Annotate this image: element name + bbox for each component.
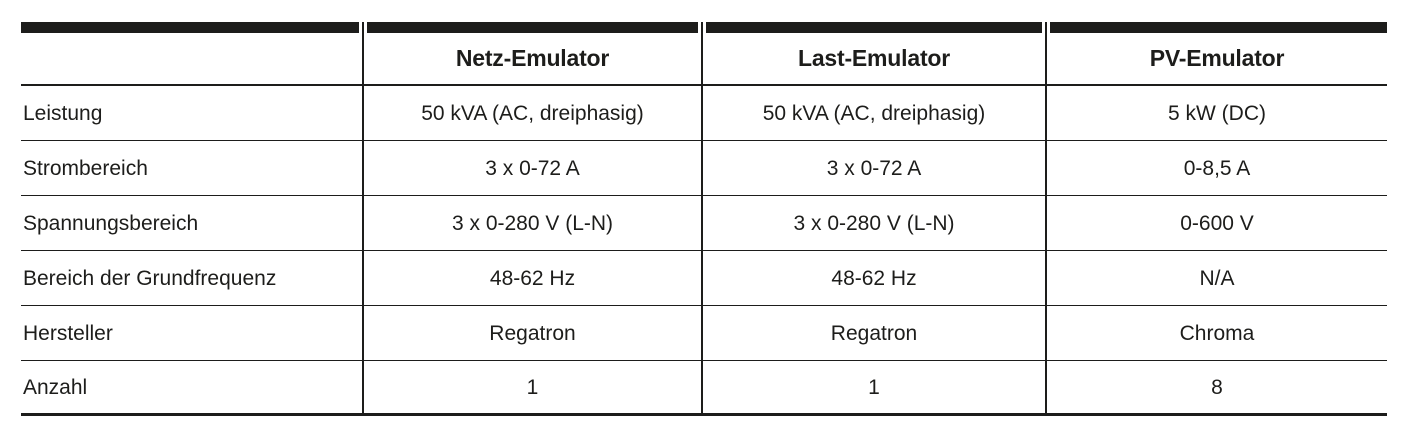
spec-table: Netz-Emulator Last-Emulator PV-Emulator …: [21, 22, 1387, 416]
cell-netz: 48-62 Hz: [362, 251, 701, 305]
top-bar-segment: [706, 22, 1042, 33]
row-label: Bereich der Grundfrequenz: [23, 266, 277, 290]
row-label: Anzahl: [23, 375, 88, 399]
col-header-pv-emulator: PV-Emulator: [1045, 33, 1387, 84]
row-label: Hersteller: [23, 321, 113, 345]
table-row-spannungsbereich: Spannungsbereich 3 x 0-280 V (L-N) 3 x 0…: [21, 196, 1387, 251]
cell-pv: 0-600 V: [1045, 196, 1387, 250]
cell-netz: Regatron: [362, 306, 701, 360]
cell-last: 1: [701, 361, 1045, 413]
table-row-hersteller: Hersteller Regatron Regatron Chroma: [21, 306, 1387, 361]
top-bar-cell: [21, 22, 362, 33]
cell-last: 50 kVA (AC, dreiphasig): [701, 86, 1045, 140]
top-bar-segment: [1050, 22, 1387, 33]
cell-pv: 8: [1045, 361, 1387, 413]
top-bar-cell: [701, 22, 1045, 33]
cell-netz: 1: [362, 361, 701, 413]
top-bar-segment: [367, 22, 698, 33]
cell-netz: 50 kVA (AC, dreiphasig): [362, 86, 701, 140]
cell-last: 48-62 Hz: [701, 251, 1045, 305]
cell-netz: 3 x 0-280 V (L-N): [362, 196, 701, 250]
header-row: Netz-Emulator Last-Emulator PV-Emulator: [21, 33, 1387, 86]
cell-pv: N/A: [1045, 251, 1387, 305]
row-label: Strombereich: [23, 156, 148, 180]
cell-last: Regatron: [701, 306, 1045, 360]
row-label: Leistung: [23, 101, 103, 125]
table-row-strombereich: Strombereich 3 x 0-72 A 3 x 0-72 A 0-8,5…: [21, 141, 1387, 196]
cell-pv: Chroma: [1045, 306, 1387, 360]
col-header-last-emulator: Last-Emulator: [701, 33, 1045, 84]
cell-netz: 3 x 0-72 A: [362, 141, 701, 195]
table-row-anzahl: Anzahl 1 1 8: [21, 361, 1387, 416]
cell-pv: 0-8,5 A: [1045, 141, 1387, 195]
table-row-grundfrequenz: Bereich der Grundfrequenz 48-62 Hz 48-62…: [21, 251, 1387, 306]
top-bar: [21, 22, 1387, 33]
col-header-netz-emulator: Netz-Emulator: [362, 33, 701, 84]
top-bar-cell: [362, 22, 701, 33]
top-bar-segment: [21, 22, 359, 33]
top-bar-cell: [1045, 22, 1387, 33]
cell-last: 3 x 0-280 V (L-N): [701, 196, 1045, 250]
cell-last: 3 x 0-72 A: [701, 141, 1045, 195]
row-label: Spannungsbereich: [23, 211, 199, 235]
cell-pv: 5 kW (DC): [1045, 86, 1387, 140]
header-empty-cell: [21, 33, 362, 84]
table-row-leistung: Leistung 50 kVA (AC, dreiphasig) 50 kVA …: [21, 86, 1387, 141]
